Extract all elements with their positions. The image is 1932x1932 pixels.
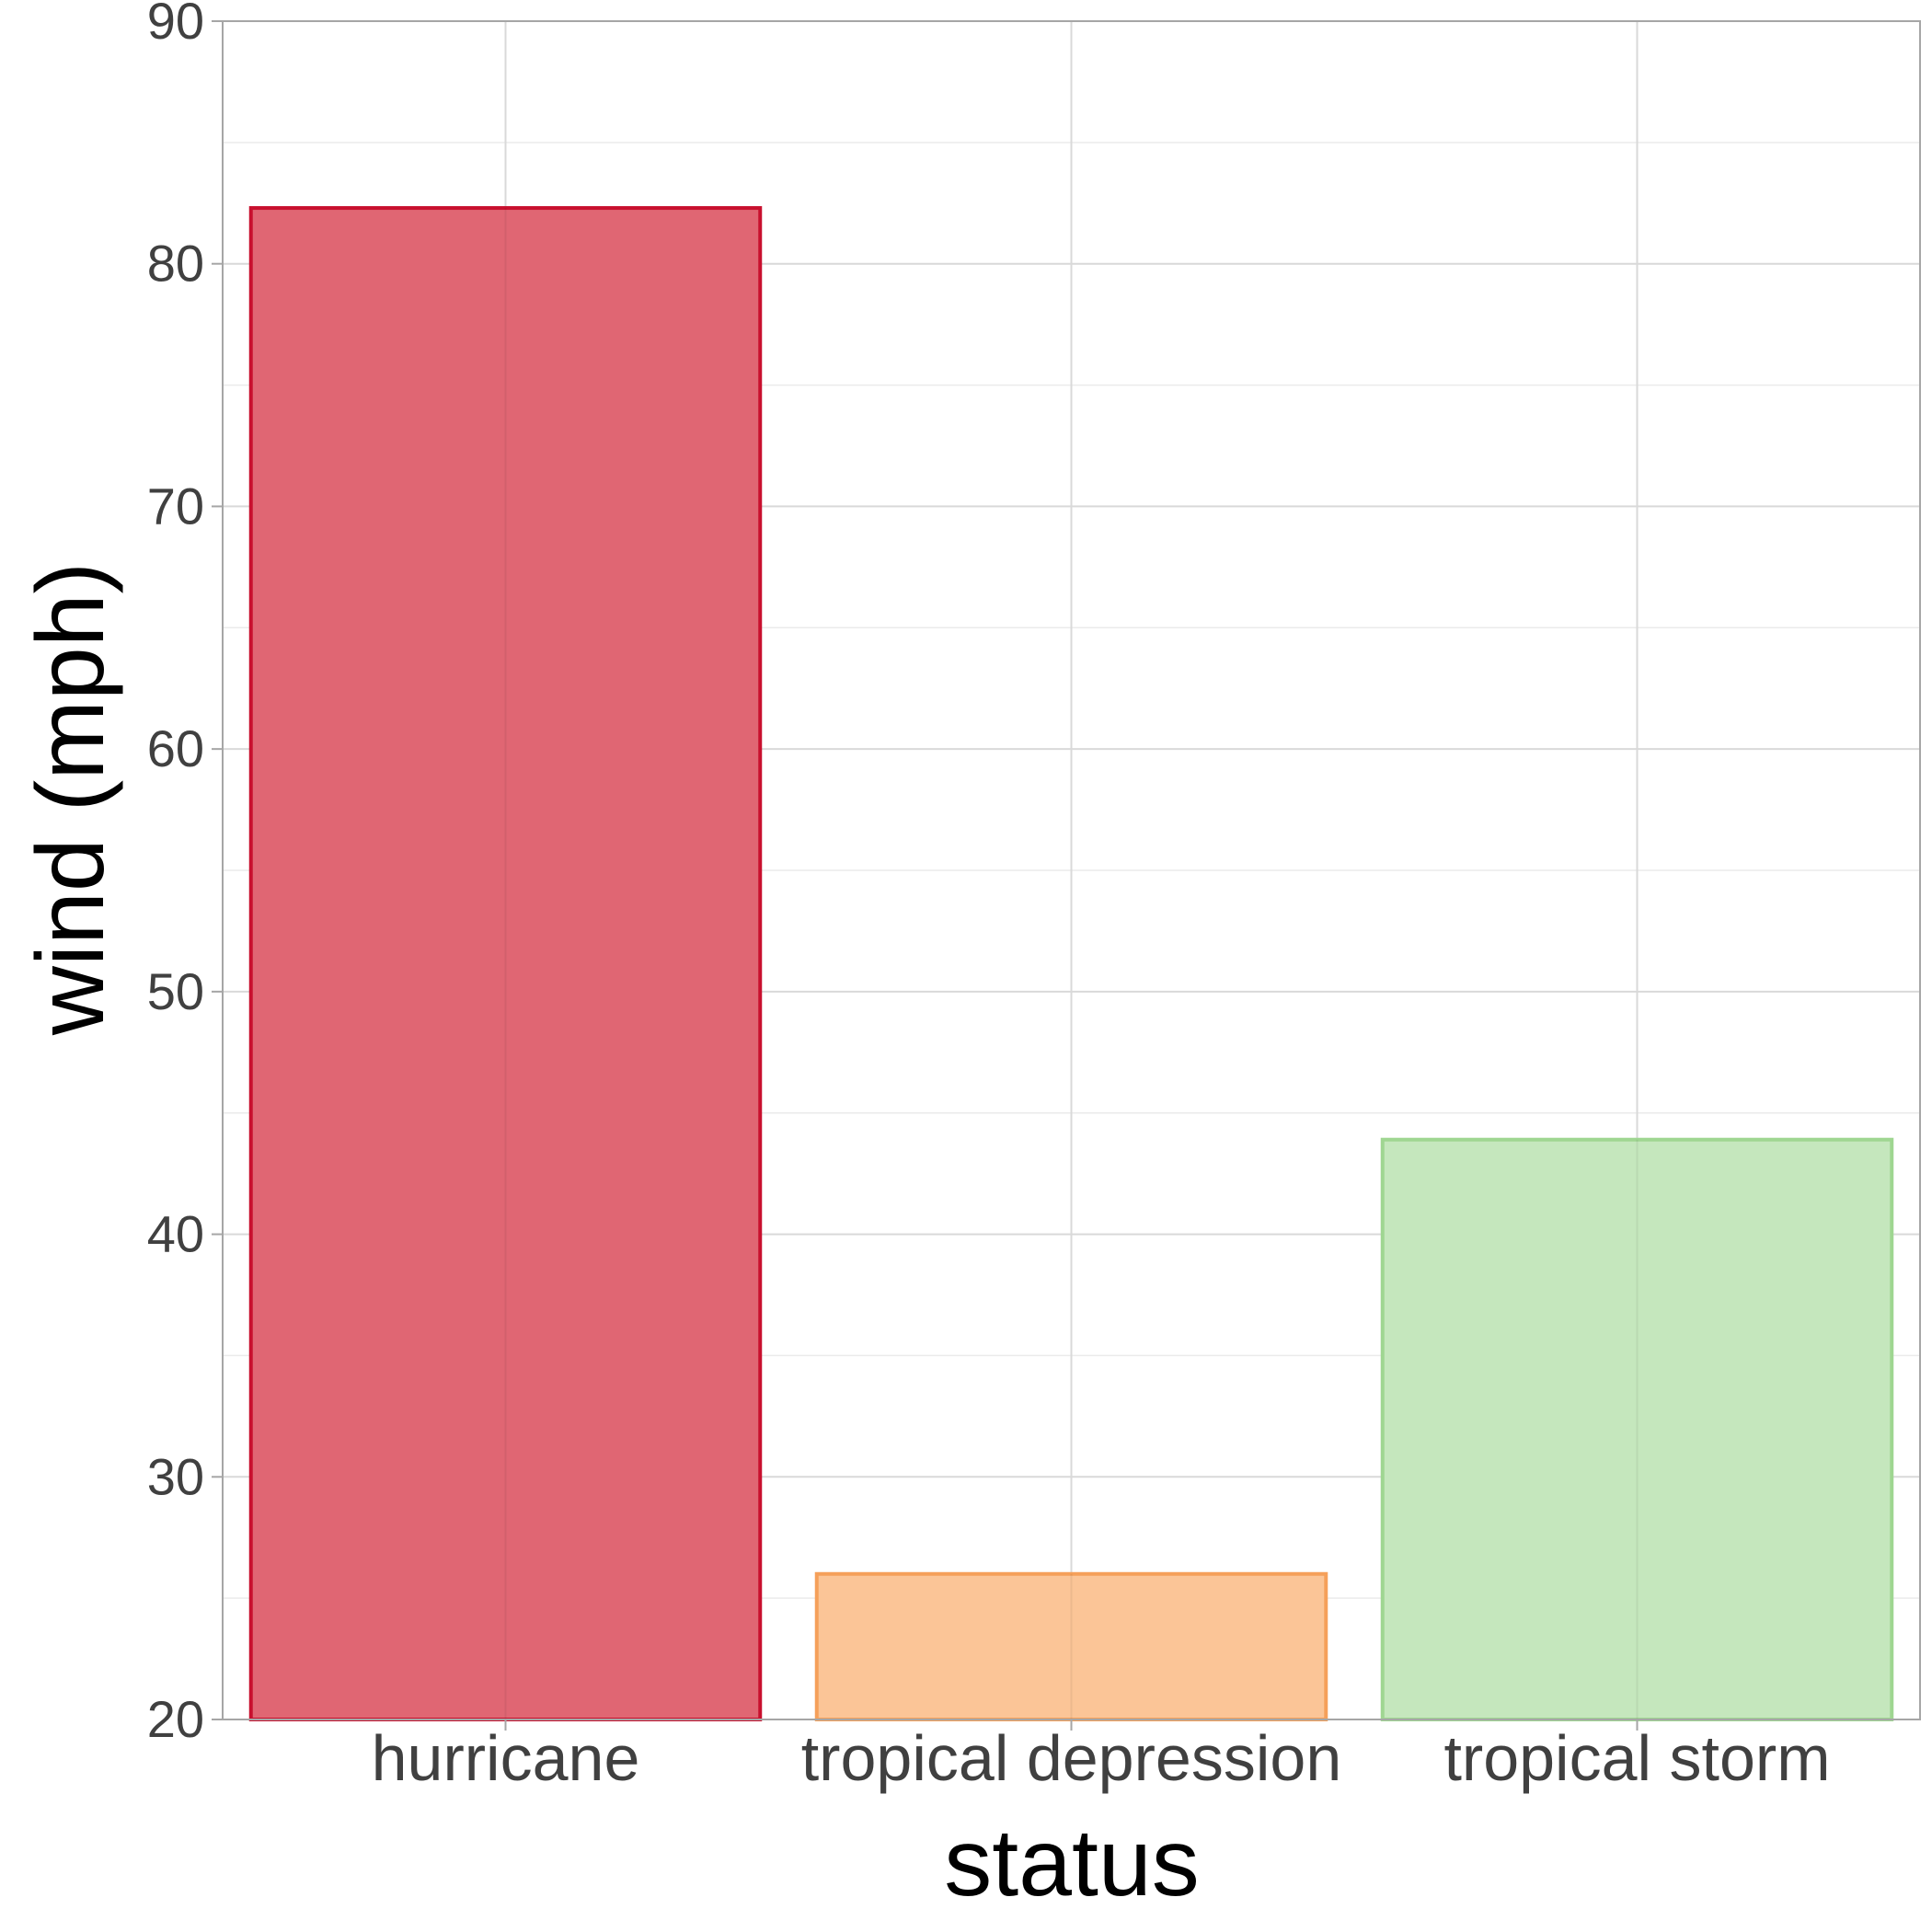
y-tick-label: 20 <box>147 1690 204 1748</box>
y-tick-label: 50 <box>147 962 204 1020</box>
x-tick-label: hurricane <box>372 1722 640 1794</box>
bar-tropical-storm <box>1380 1137 1894 1722</box>
y-tick-label: 80 <box>147 235 204 293</box>
x-axis-title: status <box>944 1810 1199 1916</box>
y-tick-label: 40 <box>147 1205 204 1263</box>
bar-tropical-depression <box>814 1571 1328 1722</box>
axes <box>212 20 1921 1731</box>
y-tick-label: 70 <box>147 477 204 535</box>
y-axis-title: wind (mph) <box>17 562 124 1036</box>
x-tick-label: tropical storm <box>1443 1722 1830 1794</box>
y-tick-label: 30 <box>147 1447 204 1505</box>
bar-hurricane <box>248 206 763 1721</box>
y-tick-label: 90 <box>147 0 204 50</box>
tick-labels: 20 30 40 50 60 70 80 90 hurricane tropical depres… <box>147 0 1831 1794</box>
x-tick-label: tropical depression <box>801 1722 1342 1794</box>
y-tick-label: 60 <box>147 719 204 777</box>
bars <box>248 206 1894 1722</box>
